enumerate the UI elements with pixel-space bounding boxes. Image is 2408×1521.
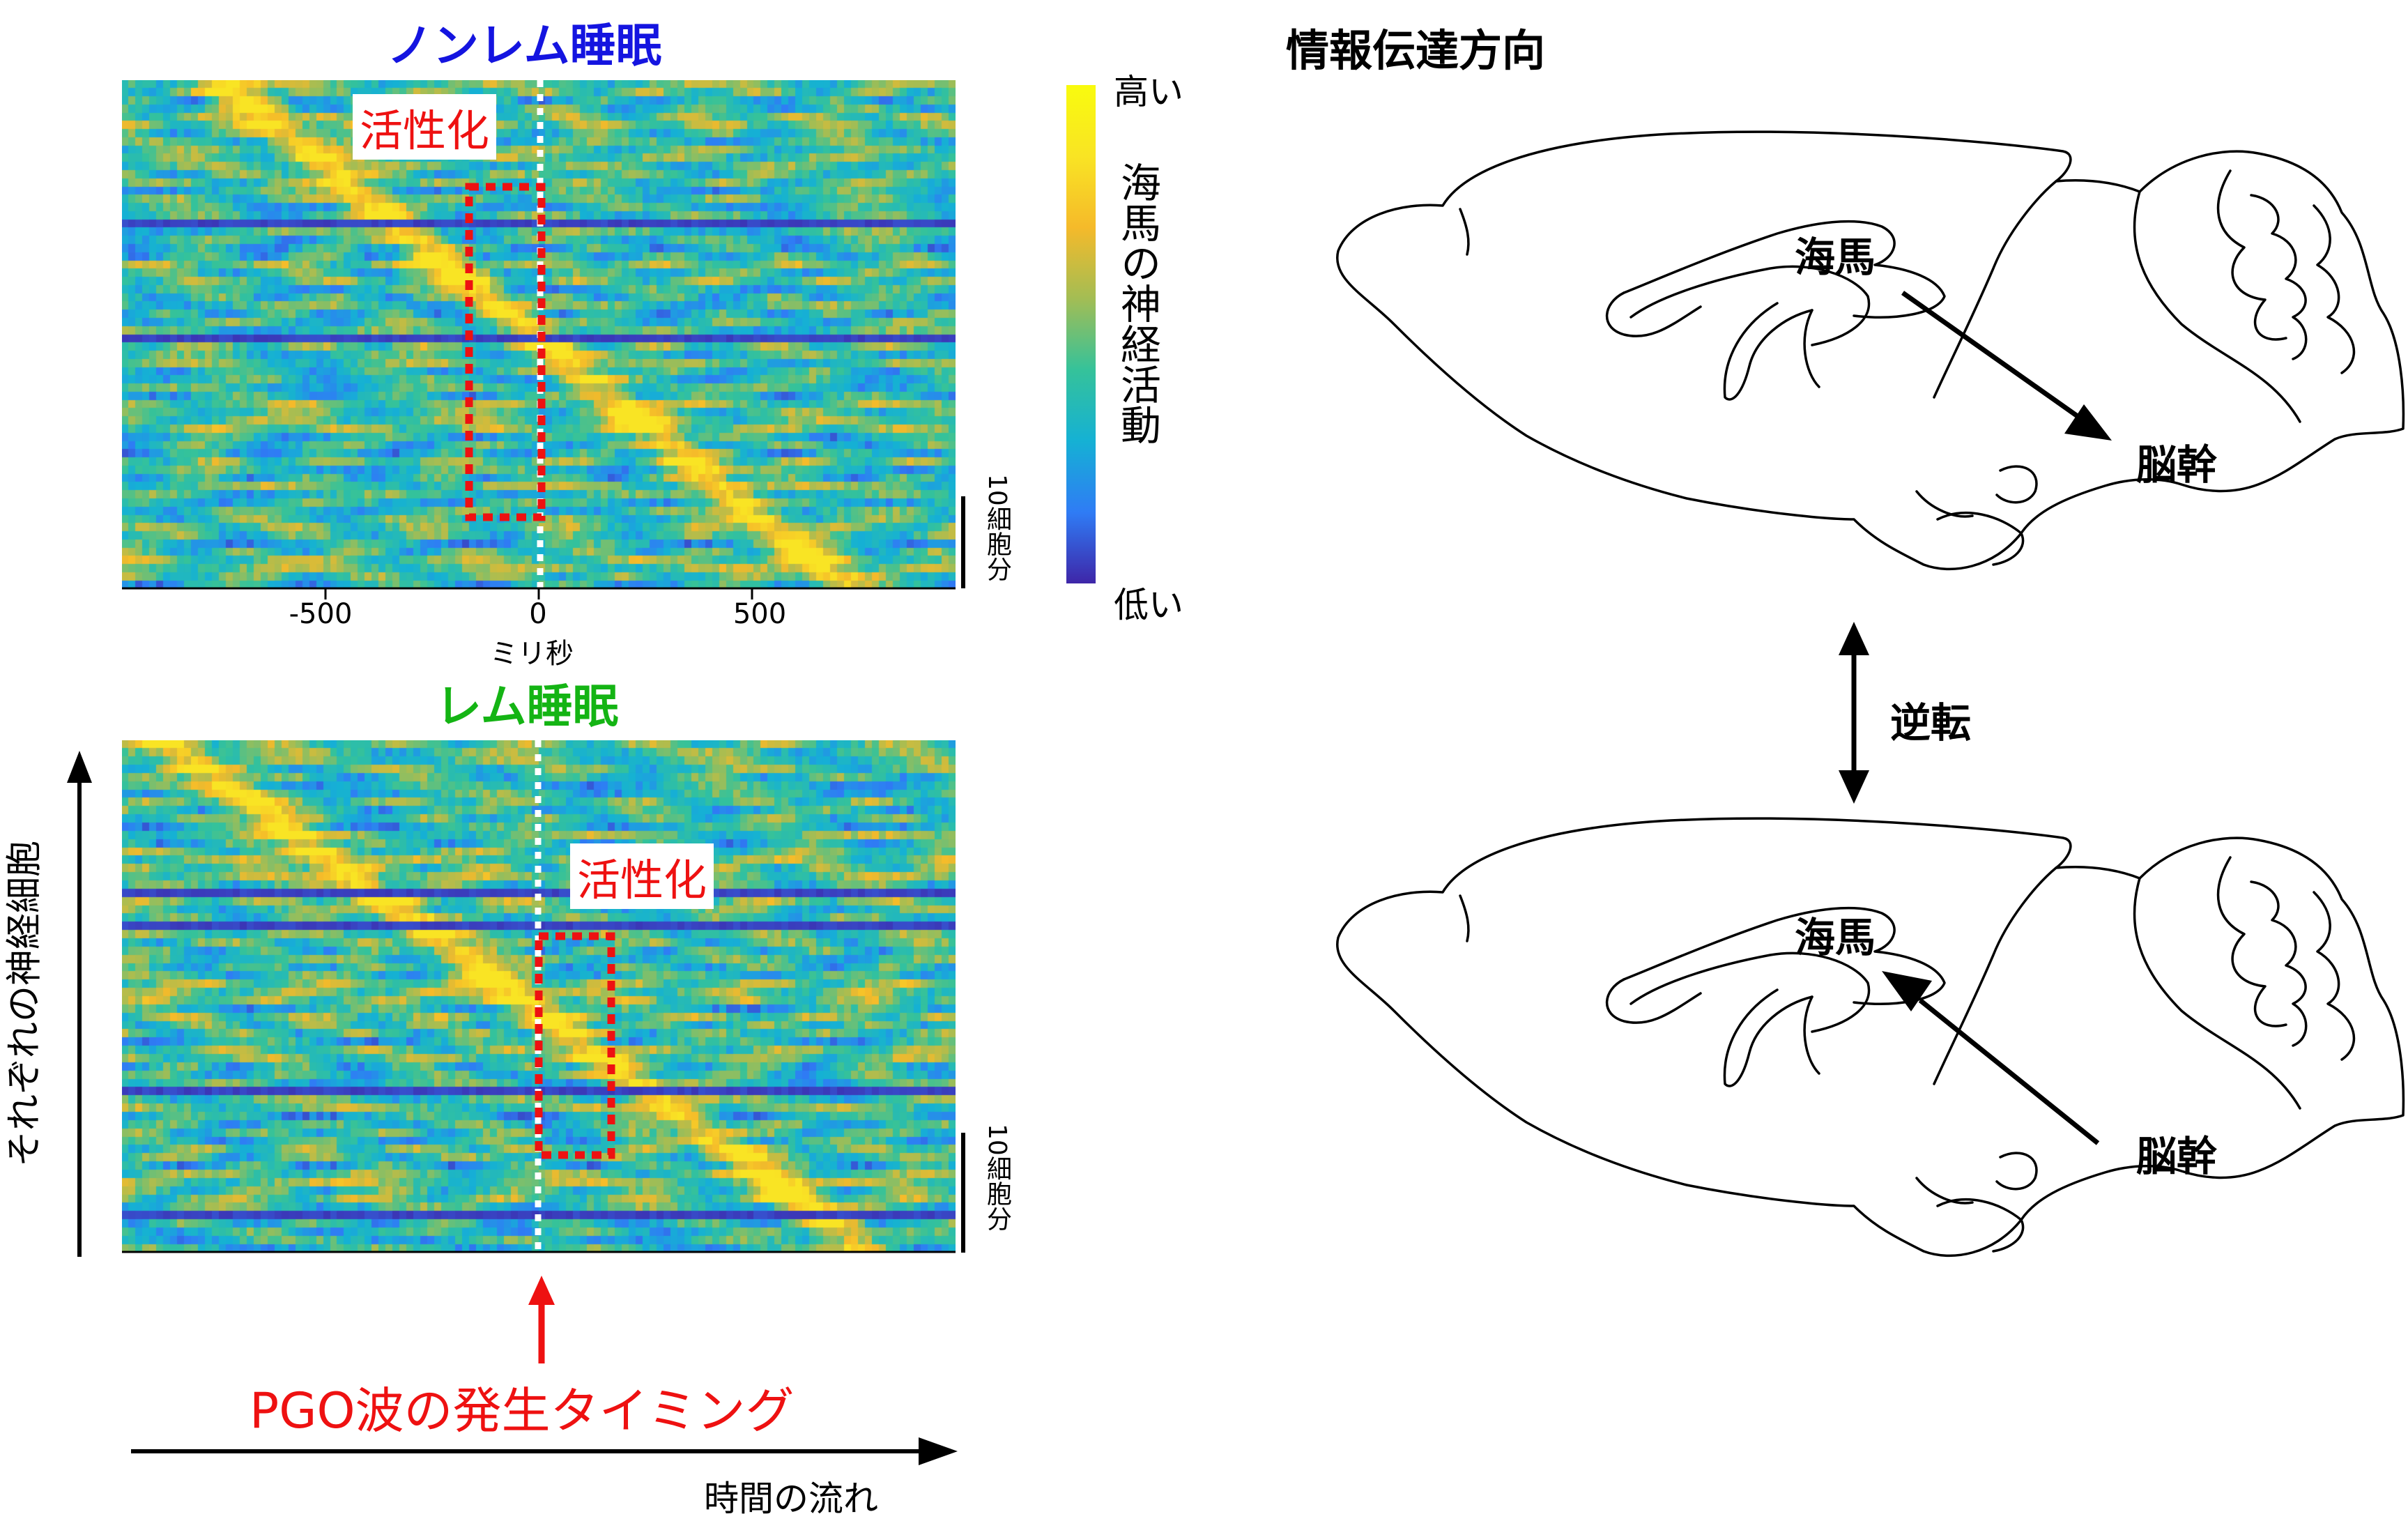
bottom-direction-arrow [1882,971,2100,1145]
time-arrow [131,1437,958,1465]
nrem-activation-box [465,183,546,521]
rem-x-axis [122,1251,956,1253]
reverse-arrow [1839,622,1869,804]
colorbar [1066,85,1096,583]
time-label: 時間の流れ [704,1478,878,1519]
rem-activation-label: 活性化 [570,843,714,909]
top-hippocampus-label: 海馬 [1795,234,1876,281]
direction-title: 情報伝達方向 [1286,25,1546,76]
bottom-brain-diagram [1335,817,2405,1258]
nrem-scale-bar [961,496,965,588]
top-direction-arrow [1901,291,2112,441]
rem-scale-label: 10細胞分 [983,1124,1011,1231]
colorbar-low-label: 低い [1114,585,1183,625]
rem-scale-bar [961,1133,965,1253]
colorbar-high-label: 高い [1114,72,1183,112]
y-axis-arrow [67,751,92,1257]
pgo-label: PGO波の発生タイミング [250,1382,795,1439]
nrem-x-tick-0: 0 [529,598,547,630]
nrem-panel-title: ノンレム睡眠 [387,19,662,72]
pgo-arrow [528,1276,555,1363]
top-brainstem-label: 脳幹 [2136,441,2218,489]
top-brain-diagram [1335,130,2405,571]
colorbar-axis-label: 海馬の神経活動 [1114,162,1161,445]
y-axis-label: それぞれの神経細胞 [3,840,46,1168]
nrem-scale-label: 10細胞分 [983,474,1011,581]
bottom-hippocampus-label: 海馬 [1795,914,1876,961]
nrem-activation-label: 活性化 [353,94,497,160]
nrem-x-unit: ミリ秒 [490,638,574,670]
rem-panel-title: レム睡眠 [436,680,619,733]
nrem-x-tick-neg500: -500 [289,598,353,630]
reverse-label: 逆転 [1890,699,1972,747]
rem-activation-box [535,932,615,1159]
nrem-x-tick-500: 500 [733,598,787,630]
nrem-x-axis [122,587,956,599]
bottom-brainstem-label: 脳幹 [2136,1133,2218,1180]
